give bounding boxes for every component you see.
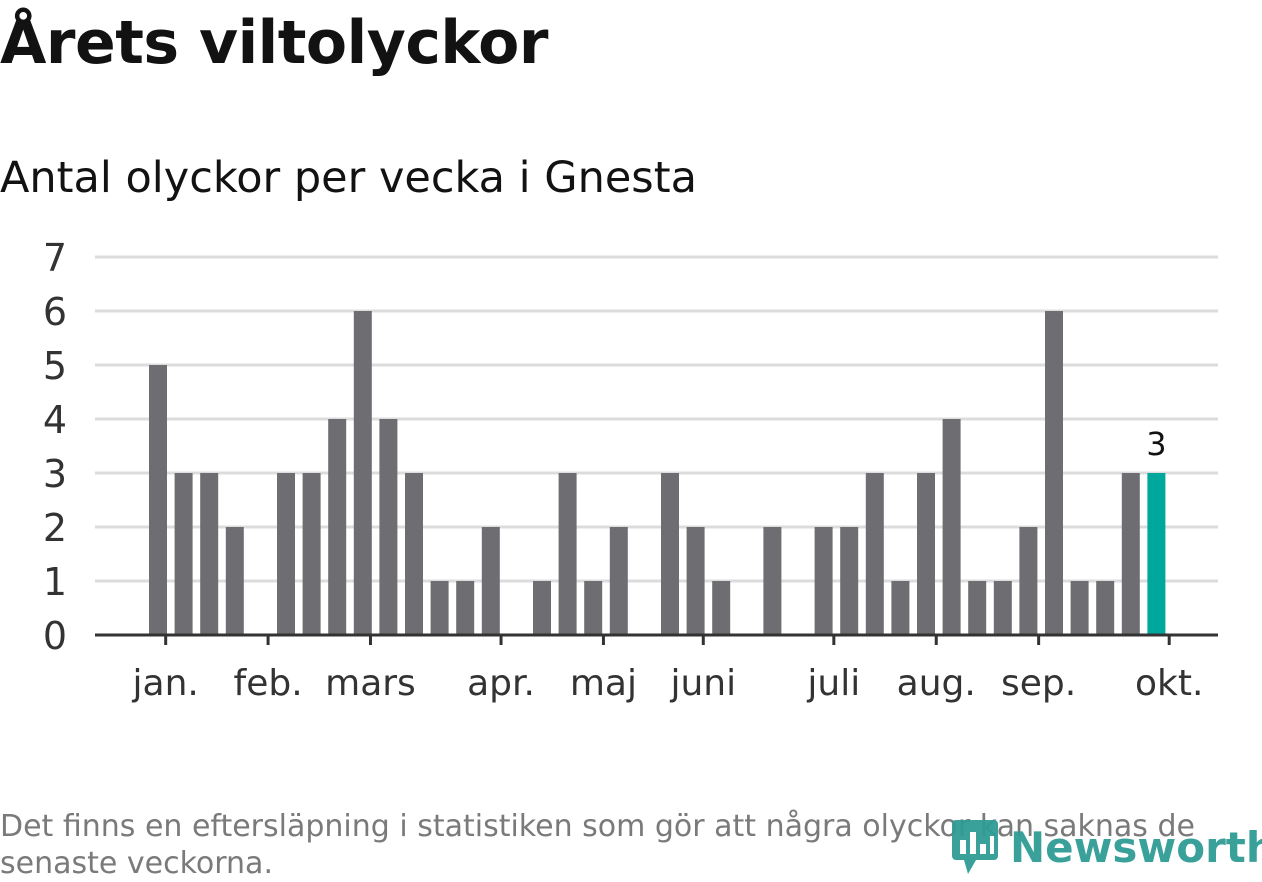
bar: [1019, 527, 1038, 635]
y-tick-label: 4: [43, 398, 67, 442]
x-tick-label: feb.: [234, 663, 303, 704]
bar: [763, 527, 782, 635]
bar: [993, 581, 1012, 635]
newsworthy-logo: Newsworthy: [950, 816, 1262, 878]
bar: [609, 527, 628, 635]
bar: [968, 581, 987, 635]
x-tick-label: juni: [669, 663, 736, 704]
x-tick-label: juli: [806, 663, 860, 704]
bar: [379, 419, 398, 635]
bar: [533, 581, 551, 635]
bar: [353, 311, 372, 635]
x-axis: [95, 633, 1218, 645]
x-tick-label: sep.: [1001, 663, 1076, 704]
annotations: 3: [1146, 425, 1166, 463]
bar: [456, 581, 475, 635]
bar: [1096, 581, 1115, 635]
bar: [149, 365, 167, 635]
y-tick-label: 1: [43, 560, 67, 604]
logo-text: Newsworthy: [1010, 822, 1262, 872]
bar: [277, 473, 295, 635]
bar: [328, 419, 347, 635]
y-tick-label: 0: [43, 614, 67, 658]
bar: [584, 581, 603, 635]
bar: [405, 473, 423, 635]
x-tick-label: okt.: [1135, 663, 1203, 704]
highlight-value-label: 3: [1146, 425, 1166, 463]
bar: [200, 473, 219, 635]
x-tick-label: aug.: [897, 663, 976, 704]
bar: [686, 527, 705, 635]
bar: [430, 581, 449, 635]
x-tick-label: jan.: [132, 663, 199, 704]
y-axis-labels: 0 1 2 3 4 5 6 7: [43, 236, 67, 658]
bars: [149, 311, 1166, 635]
bar: [481, 527, 500, 635]
x-axis-labels: jan. feb. mars apr. maj juni juli aug. sep. okt.: [132, 663, 1204, 704]
bar: [174, 473, 193, 635]
bar: [225, 527, 244, 635]
bar: [865, 473, 884, 635]
x-tick-label: apr.: [467, 663, 535, 704]
y-tick-label: 2: [43, 506, 67, 550]
bar: [302, 473, 321, 635]
bar: [840, 527, 859, 635]
x-tick-label: mars: [325, 663, 416, 704]
bar: [1121, 473, 1140, 635]
newsworthy-logo-icon: [952, 820, 998, 874]
bar: [814, 527, 833, 635]
y-tick-label: 3: [43, 452, 67, 496]
chart-title: Årets viltolyckor: [0, 8, 549, 78]
bar: [558, 473, 577, 635]
x-tick-label: maj: [570, 663, 637, 704]
bar: [1070, 581, 1089, 635]
chart-subtitle: Antal olyckor per vecka i Gnesta: [0, 153, 697, 203]
bar: [891, 581, 910, 635]
y-tick-label: 6: [43, 290, 67, 334]
bar: [661, 473, 679, 635]
bar: [1045, 311, 1063, 635]
y-tick-label: 7: [43, 236, 67, 280]
bar: [917, 473, 935, 635]
y-tick-label: 5: [43, 344, 67, 388]
bar: [712, 581, 731, 635]
bar: [942, 419, 961, 635]
bar-chart: 0 1 2 3 4 5 6 7 jan. feb. mars apr. maj juni juli aug.…: [43, 236, 1218, 704]
bar-highlight: [1147, 473, 1166, 635]
